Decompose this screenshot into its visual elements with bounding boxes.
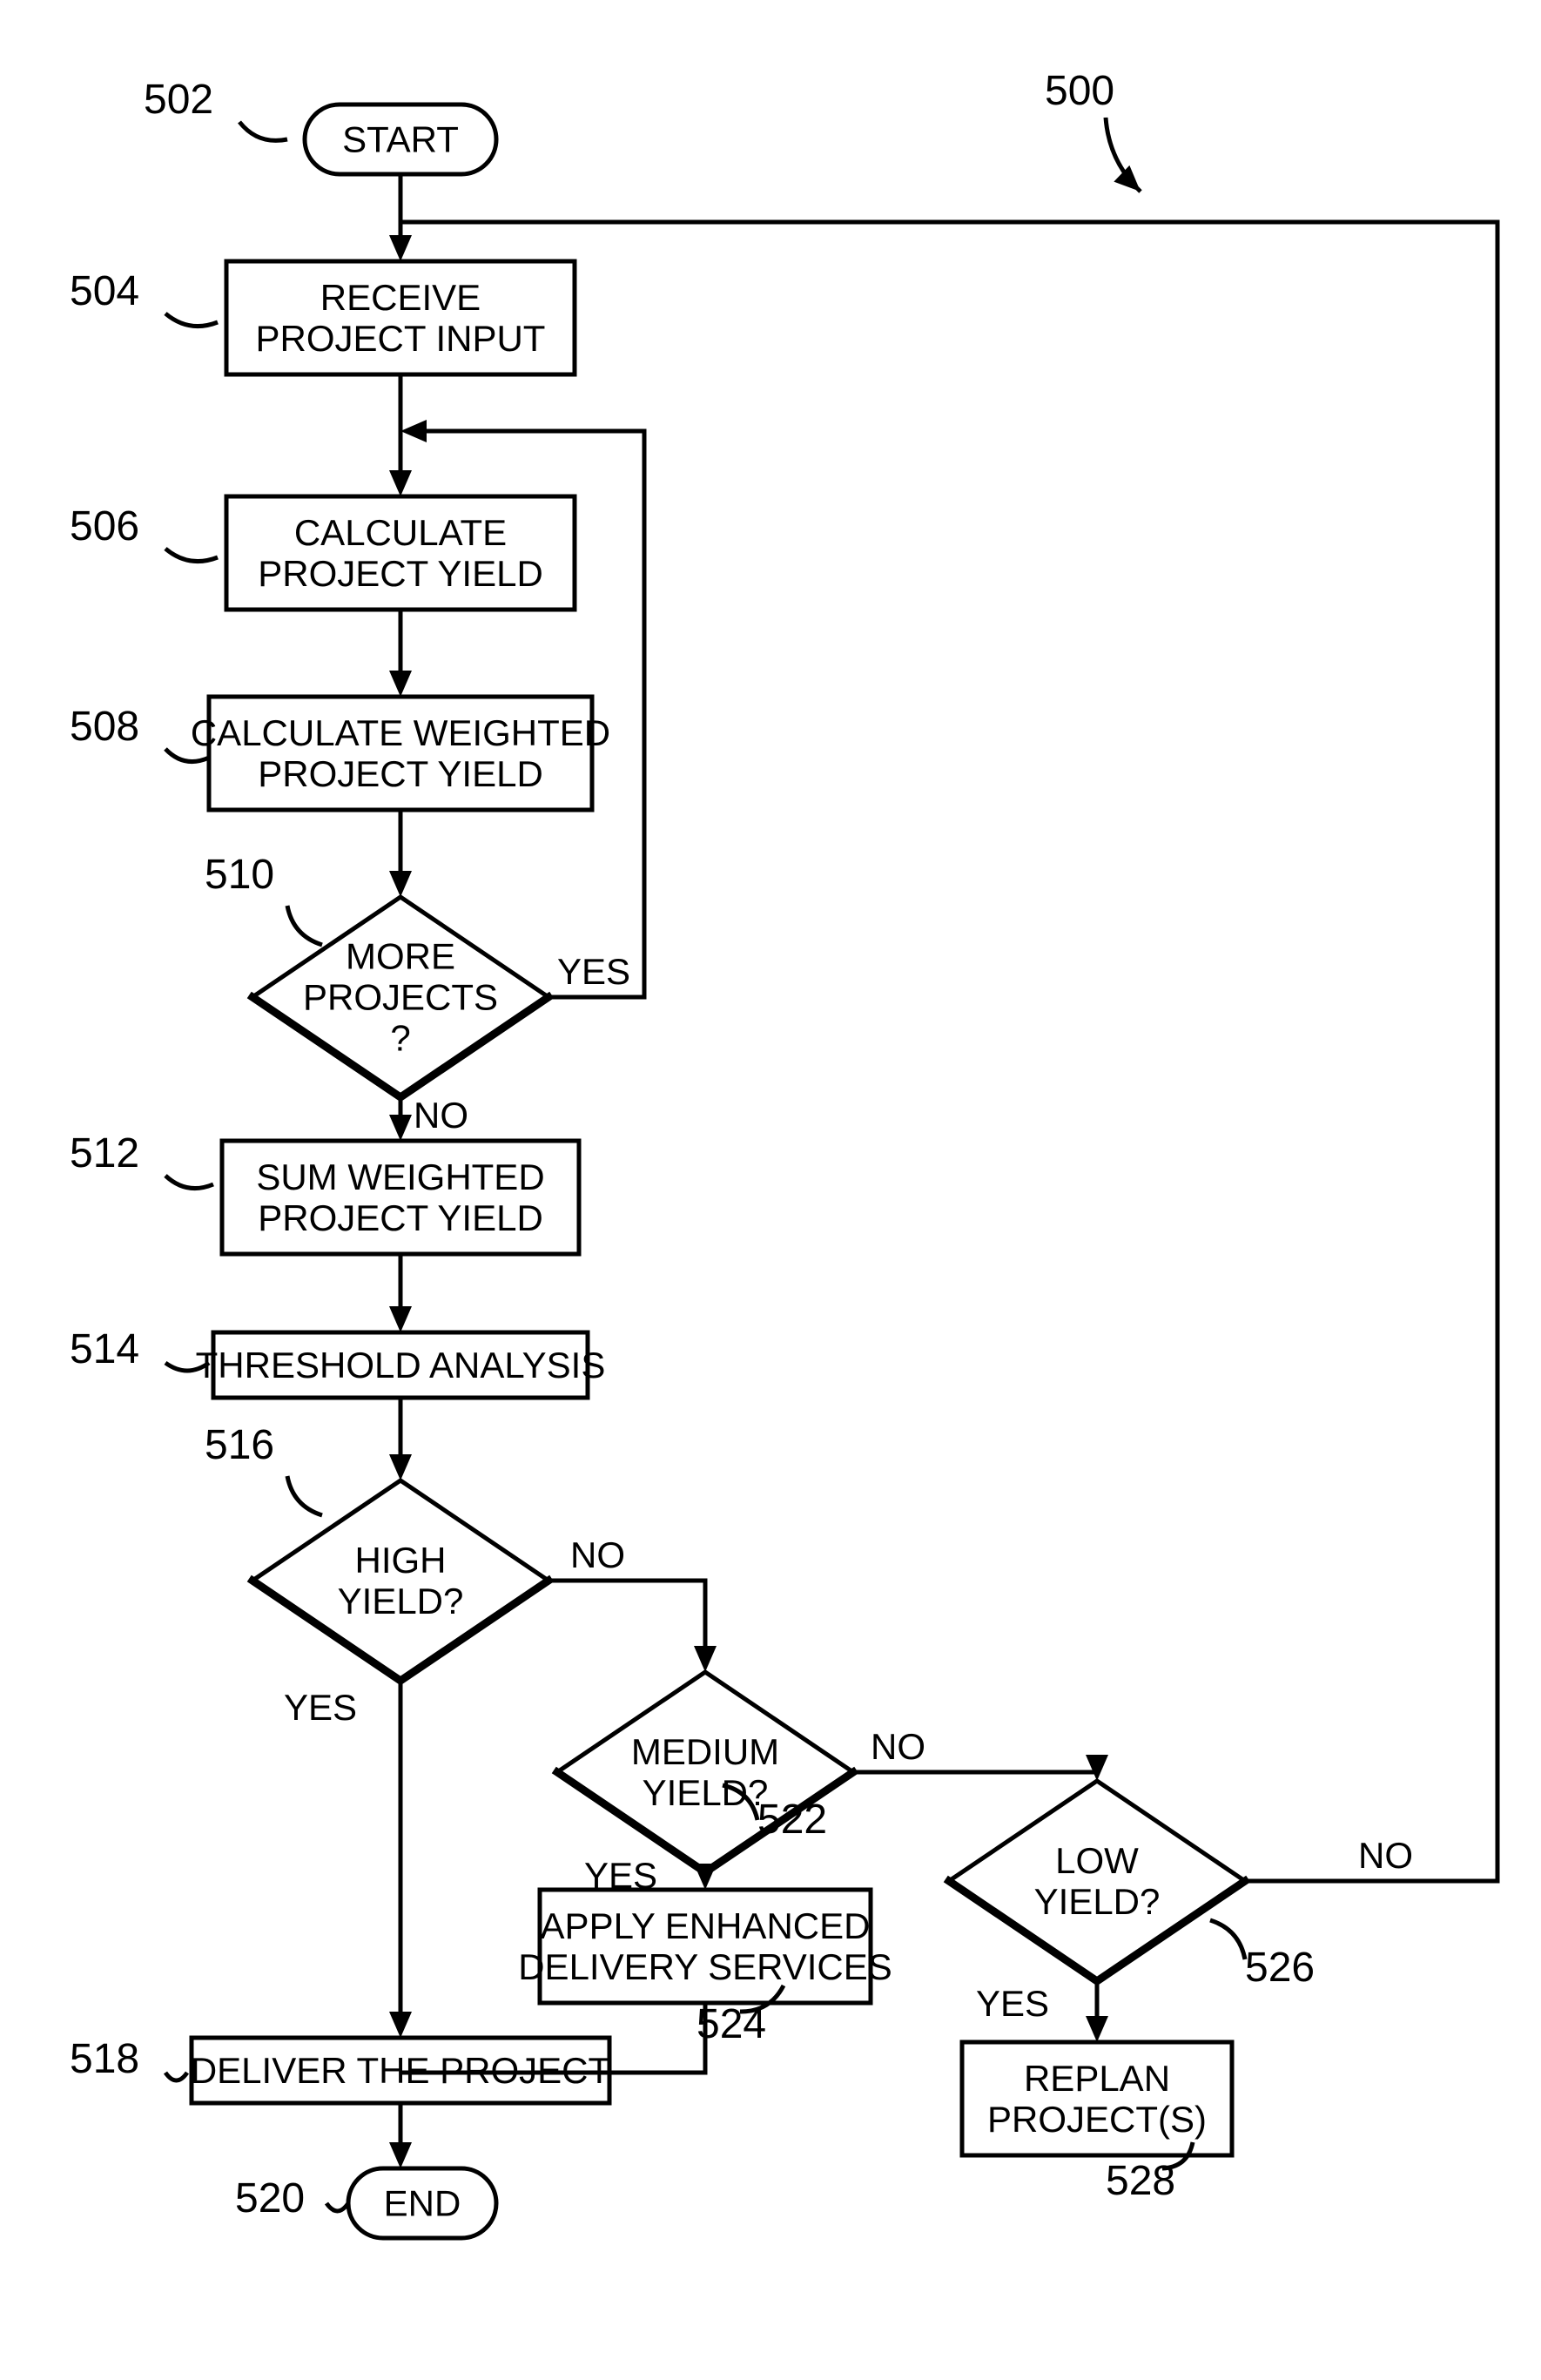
svg-text:PROJECT YIELD: PROJECT YIELD: [258, 553, 543, 594]
node-n514: THRESHOLD ANALYSIS: [196, 1332, 606, 1398]
svg-text:510: 510: [205, 852, 274, 898]
flowchart-canvas: STARTRECEIVEPROJECT INPUTCALCULATEPROJEC…: [0, 0, 1541, 2380]
svg-text:END: END: [384, 2183, 461, 2224]
svg-text:RECEIVE: RECEIVE: [320, 277, 481, 318]
node-n512: SUM WEIGHTEDPROJECT YIELD: [222, 1141, 579, 1254]
edge-e8: YES: [284, 1681, 412, 2038]
node-n526: LOWYIELD?: [949, 1781, 1245, 1981]
edge-label: NO: [1358, 1835, 1413, 1876]
ref-r504: 504: [70, 268, 218, 327]
ref-r506: 506: [70, 503, 218, 562]
edge-label: YES: [557, 951, 630, 992]
ref-r510: 510: [205, 852, 322, 945]
svg-text:YIELD?: YIELD?: [1034, 1881, 1161, 1922]
svg-text:PROJECTS: PROJECTS: [303, 977, 498, 1018]
svg-text:YIELD?: YIELD?: [338, 1581, 464, 1622]
svg-text:508: 508: [70, 704, 139, 750]
ref-r512: 512: [70, 1130, 213, 1189]
node-n508: CALCULATE WEIGHTEDPROJECT YIELD: [191, 697, 610, 810]
edge-label: NO: [871, 1726, 925, 1767]
svg-text:506: 506: [70, 503, 139, 549]
edge-label: NO: [570, 1534, 625, 1575]
svg-text:HIGH: HIGH: [355, 1540, 447, 1581]
edge-e3: [389, 610, 412, 697]
node-n506: CALCULATEPROJECT YIELD: [226, 496, 575, 610]
edge-e14: NO: [853, 1726, 1108, 1781]
svg-text:CALCULATE: CALCULATE: [294, 512, 507, 553]
svg-text:518: 518: [70, 2036, 139, 2082]
edge-label: YES: [284, 1687, 357, 1728]
ref-r528: 528: [1106, 2142, 1193, 2204]
svg-text:START: START: [342, 119, 459, 160]
svg-text:THRESHOLD ANALYSIS: THRESHOLD ANALYSIS: [196, 1345, 606, 1386]
svg-text:520: 520: [235, 2175, 305, 2222]
node-n502: START: [305, 105, 496, 174]
node-n516: HIGHYIELD?: [252, 1480, 548, 1681]
ref-r502: 502: [144, 77, 287, 140]
edge-e11: NO: [548, 1534, 717, 1672]
edge-e15: YES: [976, 1981, 1108, 2042]
edge-e1: [389, 174, 412, 261]
node-n504: RECEIVEPROJECT INPUT: [226, 261, 575, 374]
svg-text:528: 528: [1106, 2158, 1175, 2204]
svg-text:CALCULATE WEIGHTED: CALCULATE WEIGHTED: [191, 712, 610, 753]
svg-text:PROJECT(S): PROJECT(S): [987, 2099, 1207, 2140]
ref-r524: 524: [696, 1986, 784, 2047]
ref-r518: 518: [70, 2036, 187, 2082]
svg-text:MEDIUM: MEDIUM: [631, 1731, 779, 1772]
ref-r522: 522: [723, 1785, 827, 1843]
svg-text:LOW: LOW: [1055, 1840, 1139, 1881]
svg-text:PROJECT INPUT: PROJECT INPUT: [256, 318, 546, 359]
edge-e4: [389, 810, 412, 897]
ref-r514: 514: [70, 1326, 209, 1372]
svg-text:YIELD?: YIELD?: [643, 1772, 769, 1813]
ref-r526: 526: [1210, 1920, 1315, 1991]
svg-text:MORE: MORE: [346, 935, 455, 976]
svg-text:522: 522: [757, 1797, 827, 1843]
node-n524: APPLY ENHANCEDDELIVERY SERVICES: [518, 1890, 892, 2003]
ref-r520: 520: [235, 2175, 348, 2222]
svg-text:?: ?: [390, 1018, 410, 1059]
svg-text:500: 500: [1045, 68, 1114, 114]
edge-e2: [389, 374, 412, 496]
svg-text:PROJECT YIELD: PROJECT YIELD: [258, 753, 543, 794]
edge-e7: [389, 1398, 412, 1480]
svg-text:REPLAN: REPLAN: [1024, 2058, 1170, 2099]
ref-r500: 500: [1045, 68, 1141, 192]
edge-label: YES: [584, 1855, 657, 1896]
edge-e9: [389, 2103, 412, 2168]
svg-text:PROJECT YIELD: PROJECT YIELD: [258, 1197, 543, 1238]
svg-text:504: 504: [70, 268, 139, 314]
svg-text:516: 516: [205, 1422, 274, 1468]
edge-e16: NO: [400, 222, 1497, 1881]
edge-e10: YES: [400, 420, 644, 997]
node-n528: REPLANPROJECT(S): [962, 2042, 1232, 2155]
svg-text:502: 502: [144, 77, 213, 123]
svg-text:SUM WEIGHTED: SUM WEIGHTED: [256, 1156, 544, 1197]
ref-r508: 508: [70, 704, 209, 762]
edge-label: NO: [414, 1095, 468, 1136]
edge-label: YES: [976, 1983, 1049, 2024]
svg-text:512: 512: [70, 1130, 139, 1177]
svg-text:APPLY ENHANCED: APPLY ENHANCED: [541, 1905, 871, 1946]
svg-text:514: 514: [70, 1326, 139, 1372]
edge-e5: NO: [389, 1095, 468, 1141]
edge-e6: [389, 1254, 412, 1332]
node-n520: END: [348, 2168, 496, 2238]
svg-text:526: 526: [1245, 1945, 1315, 1991]
ref-r516: 516: [205, 1422, 322, 1515]
svg-text:DELIVERY SERVICES: DELIVERY SERVICES: [518, 1946, 892, 1987]
